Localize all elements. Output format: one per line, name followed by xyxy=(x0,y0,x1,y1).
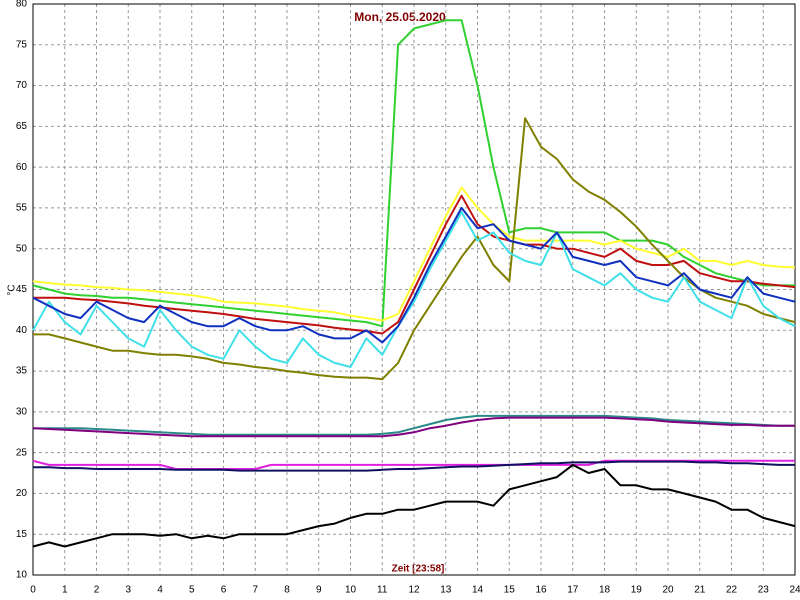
series-line xyxy=(32,186,796,322)
x-tick-label: 22 xyxy=(726,585,738,596)
x-tick-label: 15 xyxy=(504,585,516,596)
y-tick-label: 20 xyxy=(16,488,28,499)
series-line xyxy=(33,194,796,335)
x-tick-label: 3 xyxy=(125,585,131,596)
series-line xyxy=(33,414,795,436)
x-tick-label: 11 xyxy=(377,585,388,596)
series-line xyxy=(32,206,796,344)
series-line xyxy=(32,211,796,368)
y-tick-label: 30 xyxy=(16,406,28,417)
x-tick-label: 2 xyxy=(94,585,100,596)
x-tick-label: 6 xyxy=(221,585,227,596)
x-tick-label: 24 xyxy=(789,585,800,596)
x-tick-label: 23 xyxy=(758,585,770,596)
y-tick-label: 40 xyxy=(16,325,28,336)
y-tick-label: 50 xyxy=(16,243,28,254)
x-tick-label: 10 xyxy=(345,585,357,596)
x-tick-label: 5 xyxy=(189,585,195,596)
x-tick-label: 0 xyxy=(30,585,36,596)
y-tick-label: 25 xyxy=(16,447,28,458)
x-tick-label: 8 xyxy=(284,585,290,596)
x-tick-label: 12 xyxy=(408,585,420,596)
y-axis-label: °C xyxy=(7,284,18,295)
series-line xyxy=(32,463,796,548)
x-tick-label: 21 xyxy=(694,585,706,596)
x-tick-label: 9 xyxy=(316,585,322,596)
x-tick-label: 7 xyxy=(252,585,258,596)
chart-title: Mon, 25.05.2020 xyxy=(354,10,446,24)
x-tick-label: 20 xyxy=(662,585,674,596)
plot-frame xyxy=(32,3,796,576)
x-tick-label: 17 xyxy=(567,585,579,596)
x-tick-label: 1 xyxy=(62,585,68,596)
x-tick-label: 4 xyxy=(157,585,163,596)
x-tick-label: 16 xyxy=(535,585,547,596)
y-tick-label: 70 xyxy=(16,80,28,91)
series-line xyxy=(32,19,795,328)
y-tick-label: 35 xyxy=(16,366,28,377)
x-tick-label: 18 xyxy=(599,585,611,596)
series-line xyxy=(32,416,795,438)
y-tick-label: 80 xyxy=(16,0,28,10)
x-tick-label: 13 xyxy=(440,585,452,596)
y-tick-label: 55 xyxy=(16,203,28,214)
x-axis-label: Zeit [23:58] xyxy=(392,564,445,575)
y-tick-label: 65 xyxy=(16,121,28,132)
series-line xyxy=(33,117,796,381)
y-tick-label: 10 xyxy=(16,570,28,581)
y-tick-label: 45 xyxy=(16,284,28,295)
x-tick-label: 14 xyxy=(472,585,484,596)
y-tick-label: 15 xyxy=(16,529,28,540)
y-tick-label: 75 xyxy=(16,39,28,50)
series-line xyxy=(33,460,795,472)
y-tick-label: 60 xyxy=(16,162,28,173)
x-tick-label: 19 xyxy=(631,585,643,596)
